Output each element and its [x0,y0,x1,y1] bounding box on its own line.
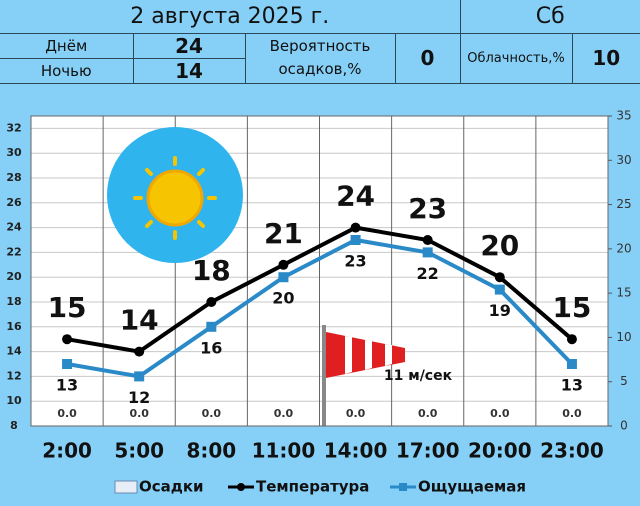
y-tick-label: 8 [10,419,18,432]
value-label: 12 [128,388,150,407]
value-label: 21 [264,217,303,250]
point [494,284,505,295]
y-tick-label: 12 [6,369,21,382]
y-tick-label: 28 [6,171,21,184]
x-tick-label: 2:00 [42,439,92,463]
precip-label: 0.0 [129,407,149,420]
y-tick-label: 18 [6,295,21,308]
y2-tick-label: 0 [620,419,628,433]
point [422,247,433,258]
y-tick-label: 16 [6,320,22,333]
point [566,359,577,369]
x-tick-label: 17:00 [396,439,460,463]
precip-label: 0.0 [202,407,222,420]
y2-tick-label: 10 [616,330,631,344]
y2-tick-label: 30 [616,153,631,167]
precip-label: Вероятность осадков,% [244,32,396,84]
point [62,359,73,369]
y-tick-label: 32 [6,121,21,134]
cloud: 10 [571,32,640,84]
point [206,321,217,332]
value-label: 18 [192,254,231,287]
x-tick-label: 14:00 [324,439,388,463]
y2-tick-label: 5 [620,374,628,388]
sun-icon [107,127,243,263]
point [278,272,289,283]
line [66,225,574,354]
y-tick-label: 14 [6,345,22,358]
point [206,297,217,307]
point [422,235,433,245]
y-tick-label: 22 [6,245,21,258]
x-tick-label: 23:00 [540,439,604,463]
point [494,272,505,283]
precip-label: 0.0 [57,407,77,420]
point [350,235,361,245]
day-temp: 24 [132,32,246,59]
value-label: 23 [344,252,366,271]
precip-label: 0.0 [274,407,294,420]
legend-marker [237,483,245,491]
point [278,259,289,270]
precip-label: 0.0 [490,407,510,420]
cloud-label: Облачность,% [459,32,573,84]
value-label: 13 [561,376,583,395]
value-label: 15 [48,291,87,324]
y-tick-label: 10 [6,394,22,407]
value-label: 15 [552,291,591,324]
plot-border [30,115,609,427]
y2-tick-label: 15 [616,286,631,300]
legend-marker [399,483,407,491]
night-temp: 14 [132,57,246,84]
precip-label: 0.0 [562,407,582,420]
weekday: Сб [459,0,640,34]
value-label: 14 [120,304,159,337]
y2-tick-label: 20 [616,241,631,255]
value-label: 23 [408,192,447,225]
y2-tick-label: 25 [616,197,631,211]
point [566,334,577,345]
point [134,371,145,382]
line [66,237,574,379]
value-label: 20 [272,289,294,308]
value-label: 24 [336,180,375,213]
value-label: 13 [56,376,78,395]
point [62,334,73,345]
value-label: 20 [480,229,519,262]
x-tick-label: 5:00 [114,439,164,463]
y2-tick-label: 35 [616,109,631,123]
y-tick-label: 20 [6,270,22,283]
legend-label: Ощущаемая [418,478,526,496]
windsock-icon [322,325,405,426]
header: 2 августа 2025 г. Сб Днём 24 Вероятность… [0,0,640,84]
date: 2 августа 2025 г. [0,0,461,34]
point [350,222,361,233]
x-tick-label: 11:00 [252,439,316,463]
legend-label: Температура [256,478,369,496]
x-tick-label: 8:00 [186,439,236,463]
value-label: 19 [489,301,511,320]
y-tick-label: 30 [6,146,22,159]
precip-label: 0.0 [346,407,366,420]
y-tick-label: 24 [6,221,22,234]
precip-label: 0.0 [418,407,438,420]
legend-label: Осадки [139,478,204,496]
precip-prob: 0 [394,32,461,84]
x-tick-label: 20:00 [468,439,532,463]
point [134,346,145,357]
y-tick-label: 26 [6,196,22,209]
value-label: 16 [200,338,222,357]
night-label: Ночью [0,57,134,84]
annotation: 11 м/сек [384,368,453,384]
value-label: 22 [417,264,439,283]
legend-swatch [114,480,138,494]
